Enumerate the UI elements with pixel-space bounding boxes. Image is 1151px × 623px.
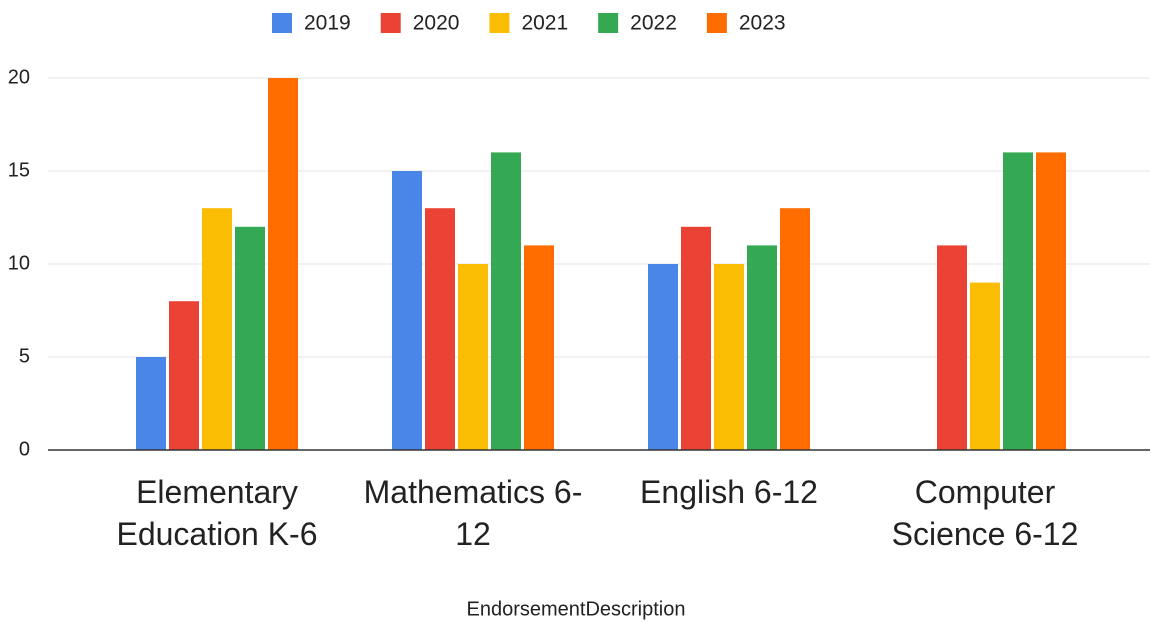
y-tick-label: 5 (19, 345, 30, 367)
y-tick-label: 20 (8, 66, 30, 88)
bar (780, 208, 810, 450)
bar (970, 282, 1000, 450)
bar (747, 245, 777, 450)
bar (425, 208, 455, 450)
x-tick-label: Mathematics 6-12 (363, 474, 583, 552)
legend-swatch (706, 13, 727, 33)
legend-swatch (272, 13, 292, 33)
y-tick-label: 15 (8, 159, 30, 181)
bar (937, 245, 967, 450)
bar (648, 264, 678, 450)
legend-swatch (489, 13, 510, 33)
legend-swatch (380, 13, 401, 33)
legend-label: 2022 (630, 12, 677, 35)
bar (681, 226, 711, 450)
bar (458, 264, 488, 450)
legend-label: 2019 (304, 12, 351, 35)
bar (392, 171, 422, 450)
legend-label: 2023 (739, 12, 786, 35)
legend-label: 2020 (413, 12, 460, 35)
x-tick-label: English 6-12 (640, 474, 818, 510)
bar (1003, 152, 1033, 450)
bar (268, 78, 298, 450)
x-tick-label: Elementary Education K-6 (116, 474, 318, 552)
bar (524, 245, 554, 450)
bar (491, 152, 521, 450)
x-tick-label: Computer Science 6-12 (891, 474, 1079, 552)
x-axis-title: EndorsementDescription (467, 598, 686, 620)
bar (1036, 152, 1066, 450)
y-tick-label: 0 (19, 438, 30, 460)
y-tick-label: 10 (8, 252, 30, 274)
bar (202, 208, 232, 450)
bar (169, 301, 199, 450)
bar (136, 357, 166, 450)
bar (714, 264, 744, 450)
legend-swatch (598, 13, 619, 33)
legend-label: 2021 (521, 12, 568, 35)
bar (235, 226, 265, 450)
